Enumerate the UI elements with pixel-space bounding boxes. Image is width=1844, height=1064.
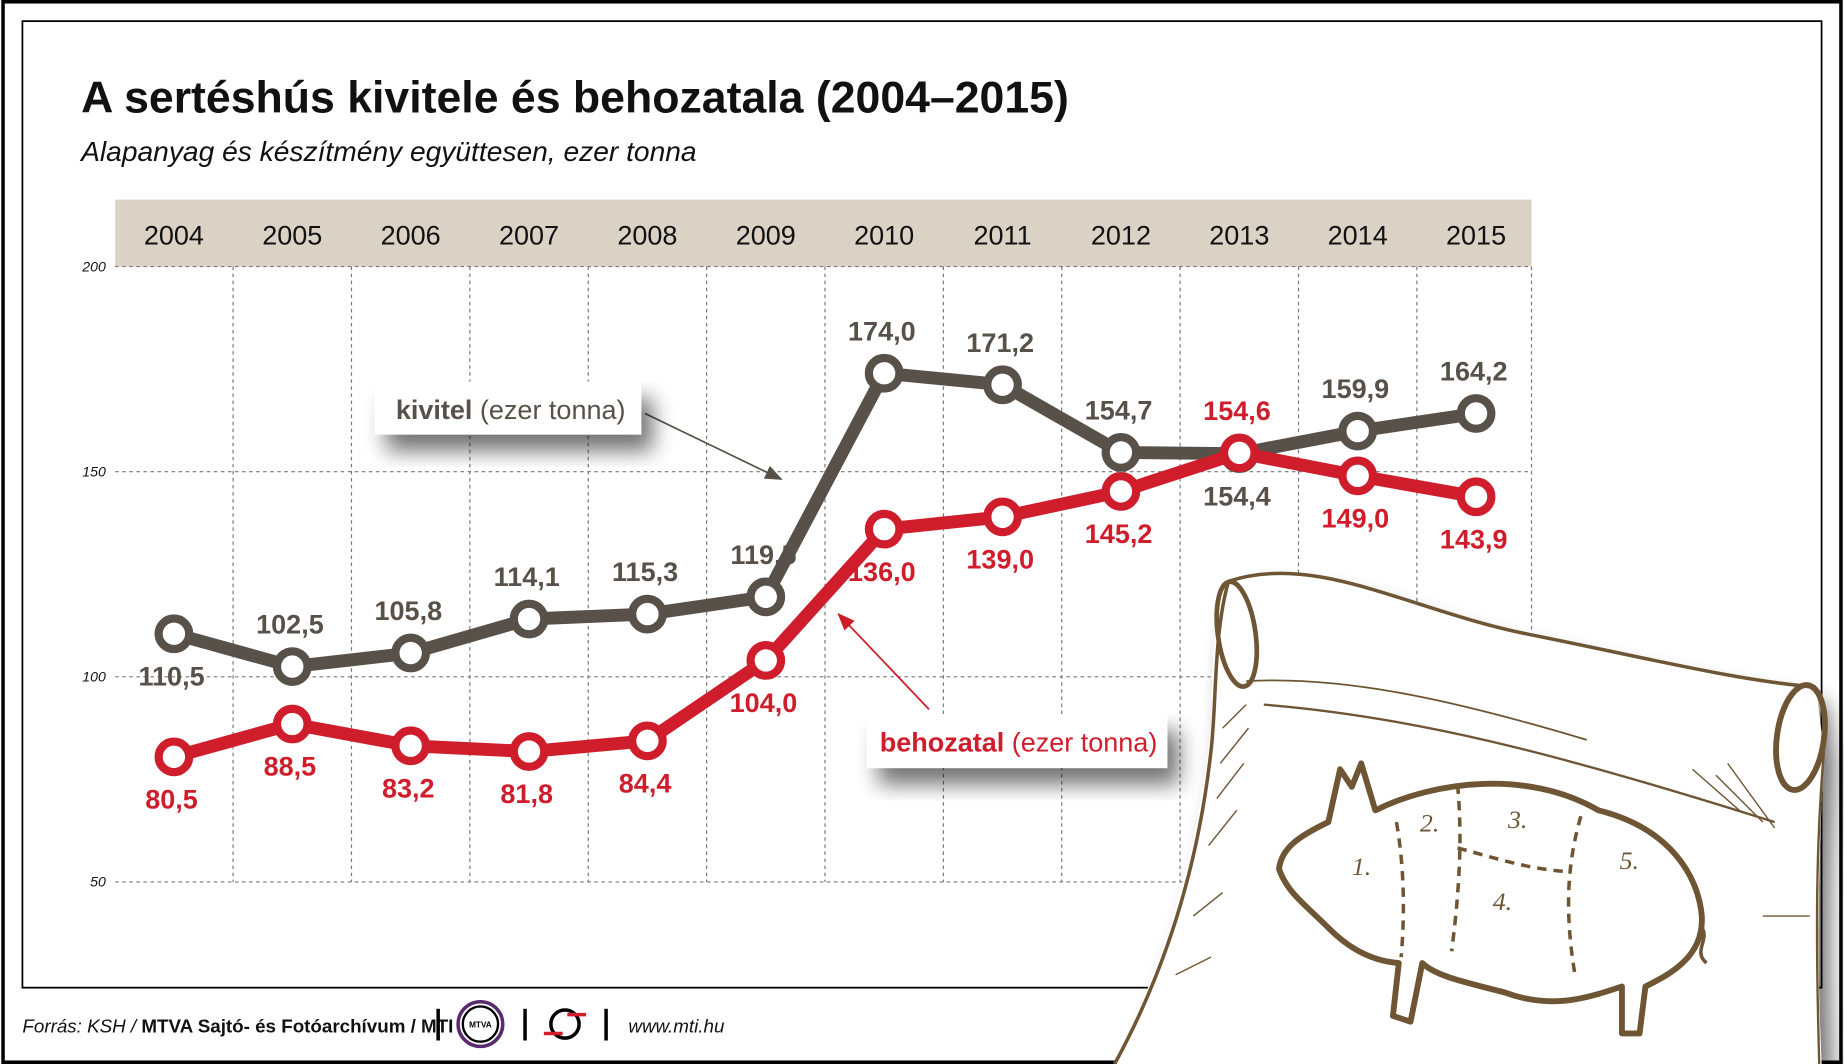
- data-label-behozatal: 88,5: [264, 752, 317, 782]
- x-tick-label: 2004: [144, 220, 204, 250]
- cut-label-1: 1.: [1352, 852, 1371, 881]
- data-label-kivitel: 105,8: [375, 596, 443, 626]
- y-tick-label: 200: [81, 258, 106, 274]
- data-label-behozatal: 83,2: [382, 773, 435, 803]
- year-header-band: [115, 199, 1532, 267]
- cut-label-2: 2.: [1420, 808, 1439, 837]
- data-label-behozatal: 81,8: [500, 779, 553, 809]
- data-label-kivitel: 164,2: [1440, 357, 1508, 387]
- mtva-logo: MTVA: [456, 999, 505, 1049]
- footer-source: Forrás: KSH / MTVA Sajtó- és Fotóarchívu…: [22, 1015, 453, 1036]
- mti-logo: [543, 1008, 587, 1040]
- data-point-behozatal: [509, 732, 549, 771]
- data-label-kivitel: 102,5: [256, 610, 324, 640]
- data-point-kivitel: [1338, 411, 1378, 451]
- series-line-kivitel: [172, 366, 1478, 674]
- data-point-behozatal: [154, 737, 194, 777]
- data-label-kivitel: 115,3: [612, 557, 678, 587]
- cut-label-3: 3.: [1507, 805, 1527, 834]
- y-tick-label: 150: [82, 463, 106, 479]
- data-label-kivitel: 119,5: [730, 540, 796, 570]
- data-point-behozatal: [1456, 477, 1496, 517]
- data-point-kivitel: [628, 594, 667, 634]
- x-tick-label: 2007: [499, 220, 559, 250]
- data-label-kivitel: 110,5: [139, 661, 205, 691]
- data-label-behozatal: 143,9: [1440, 524, 1508, 554]
- data-label-behozatal: 136,0: [848, 557, 916, 587]
- cut-label-4: 4.: [1493, 887, 1512, 916]
- data-point-behozatal: [272, 704, 312, 744]
- data-point-behozatal: [1338, 456, 1378, 496]
- data-point-kivitel: [272, 647, 312, 686]
- x-tick-label: 2014: [1328, 220, 1388, 250]
- y-tick-label: 50: [90, 874, 106, 890]
- kivitel-callout-text: kivitel (ezer tonna): [396, 395, 626, 425]
- data-point-kivitel: [746, 577, 786, 617]
- footer-url[interactable]: www.mti.hu: [628, 1015, 725, 1036]
- data-point-behozatal: [391, 726, 431, 766]
- x-tick-label: 2006: [381, 220, 441, 250]
- behozatal-arrow: [837, 612, 930, 710]
- year-labels: 2004 2005 2006 2007 2008 2009 2010 2011 2012 2013…: [144, 220, 1506, 250]
- data-point-kivitel: [391, 633, 431, 673]
- x-tick-label: 2012: [1091, 220, 1151, 250]
- data-label-behozatal: 149,0: [1322, 503, 1390, 533]
- data-label-kivitel: 114,1: [494, 562, 560, 592]
- y-tick-label: 100: [82, 669, 106, 685]
- x-tick-label: 2008: [617, 220, 677, 250]
- data-point-kivitel: [983, 365, 1022, 405]
- x-tick-label: 2011: [974, 220, 1032, 250]
- data-point-behozatal: [864, 509, 904, 549]
- behozatal-callout-text: behozatal (ezer tonna): [880, 728, 1158, 758]
- data-label-behozatal: 154,6: [1203, 396, 1271, 426]
- data-point-behozatal: [746, 641, 786, 680]
- data-point-kivitel: [1456, 394, 1496, 433]
- data-label-behozatal: 139,0: [966, 545, 1034, 575]
- inner-frame: [21, 20, 1823, 989]
- behozatal-callout: [866, 714, 1168, 769]
- x-tick-label: 2015: [1446, 220, 1506, 250]
- kivitel-callout: [374, 381, 642, 435]
- subtitle: Alapanyag és készítmény együttesen, ezer…: [79, 135, 696, 167]
- y-axis-ticks: 50 100 150 200: [81, 258, 106, 889]
- data-label-kivitel: 154,4: [1203, 481, 1271, 511]
- data-label-kivitel: 171,2: [966, 328, 1034, 358]
- data-label-kivitel: 159,9: [1322, 374, 1390, 404]
- cut-label-5: 5.: [1620, 846, 1639, 875]
- pig-scroll-illustration: 1. 2. 3. 4. 5.: [1113, 571, 1828, 1064]
- data-label-behozatal: 84,4: [619, 769, 672, 799]
- series-layer: 110,5 102,5 105,8 114,1 115,3 119,5 174,0 171,2…: [139, 316, 1508, 814]
- data-label-behozatal: 145,2: [1085, 519, 1153, 549]
- data-point-behozatal: [1219, 433, 1259, 473]
- data-label-behozatal: 104,0: [730, 688, 798, 718]
- page-title: A sertéshús kivitele és behozatala (2004…: [81, 74, 1069, 123]
- data-point-kivitel: [154, 614, 194, 654]
- series-line-behozatal: [172, 446, 1478, 764]
- data-point-behozatal: [1101, 472, 1141, 511]
- x-tick-label: 2009: [736, 220, 796, 250]
- svg-text:MTVA: MTVA: [469, 1021, 492, 1030]
- data-point-kivitel: [509, 599, 549, 639]
- data-label-kivitel: 154,7: [1085, 396, 1153, 426]
- data-point-kivitel: [864, 353, 904, 393]
- x-tick-label: 2005: [262, 220, 322, 250]
- data-point-behozatal: [983, 497, 1022, 537]
- data-label-kivitel: 174,0: [848, 316, 916, 346]
- data-point-kivitel: [1101, 433, 1141, 472]
- kivitel-arrow: [644, 412, 783, 480]
- data-label-behozatal: 80,5: [145, 785, 198, 815]
- data-point-behozatal: [628, 721, 667, 761]
- x-tick-label: 2010: [854, 220, 914, 250]
- x-tick-label: 2013: [1209, 220, 1269, 250]
